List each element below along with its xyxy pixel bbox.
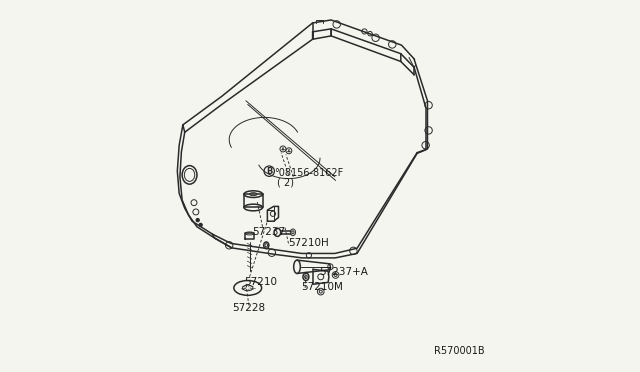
Text: 57210H: 57210H <box>289 238 329 248</box>
Text: 57237+A: 57237+A <box>319 267 368 277</box>
Circle shape <box>199 224 202 227</box>
Text: 57237: 57237 <box>253 227 285 237</box>
Text: 57210M: 57210M <box>301 282 342 292</box>
Text: B: B <box>266 167 273 176</box>
Text: 57228: 57228 <box>232 303 266 313</box>
Text: °08156-8162F: °08156-8162F <box>274 168 343 178</box>
Text: R570001B: R570001B <box>435 346 485 356</box>
Circle shape <box>196 219 199 222</box>
Text: 57210: 57210 <box>244 278 277 287</box>
Text: ( 2): ( 2) <box>276 177 294 187</box>
